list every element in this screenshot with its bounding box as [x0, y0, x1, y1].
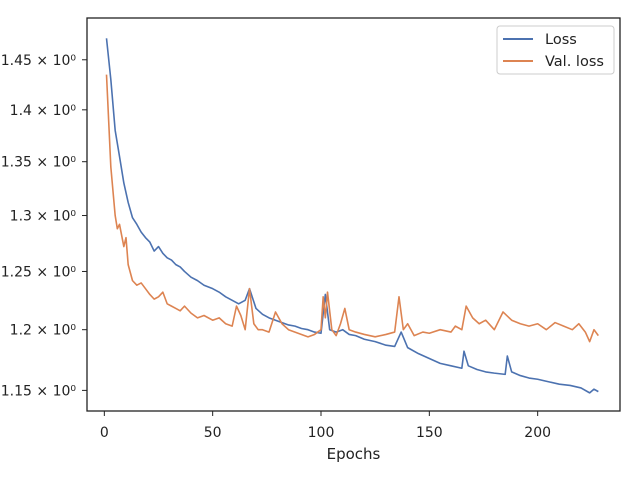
y-tick-label: 1.2 × 10⁰	[10, 323, 77, 339]
x-axis-ticks: 0 50 100 150 200	[100, 411, 551, 441]
y-tick-label: 1.45 × 10⁰	[1, 53, 77, 69]
y-tick-label: 1.25 × 10⁰	[1, 264, 77, 280]
x-tick-label: 150	[416, 425, 443, 441]
y-axis-ticks: 1.15 × 10⁰ 1.2 × 10⁰ 1.25 × 10⁰ 1.3 × 10⁰ 1.…	[1, 53, 87, 399]
x-axis-title: Epochs	[327, 445, 381, 463]
x-tick-label: 50	[204, 425, 222, 441]
plot-frame	[86, 17, 621, 412]
y-tick-label: 1.3 × 10⁰	[10, 209, 77, 225]
legend: Loss Val. loss	[496, 25, 615, 75]
series-layer	[105, 38, 599, 394]
series-line-loss	[105, 38, 599, 394]
x-tick-label: 0	[100, 425, 109, 441]
series-line-val-loss	[105, 74, 599, 343]
y-tick-label: 1.4 × 10⁰	[10, 103, 77, 119]
x-tick-label: 200	[524, 425, 551, 441]
legend-label-loss: Loss	[545, 32, 577, 48]
x-tick-label: 100	[308, 425, 335, 441]
y-tick-label: 1.15 × 10⁰	[1, 383, 77, 399]
legend-label-val-loss: Val. loss	[545, 54, 604, 70]
y-tick-label: 1.35 × 10⁰	[1, 155, 77, 171]
